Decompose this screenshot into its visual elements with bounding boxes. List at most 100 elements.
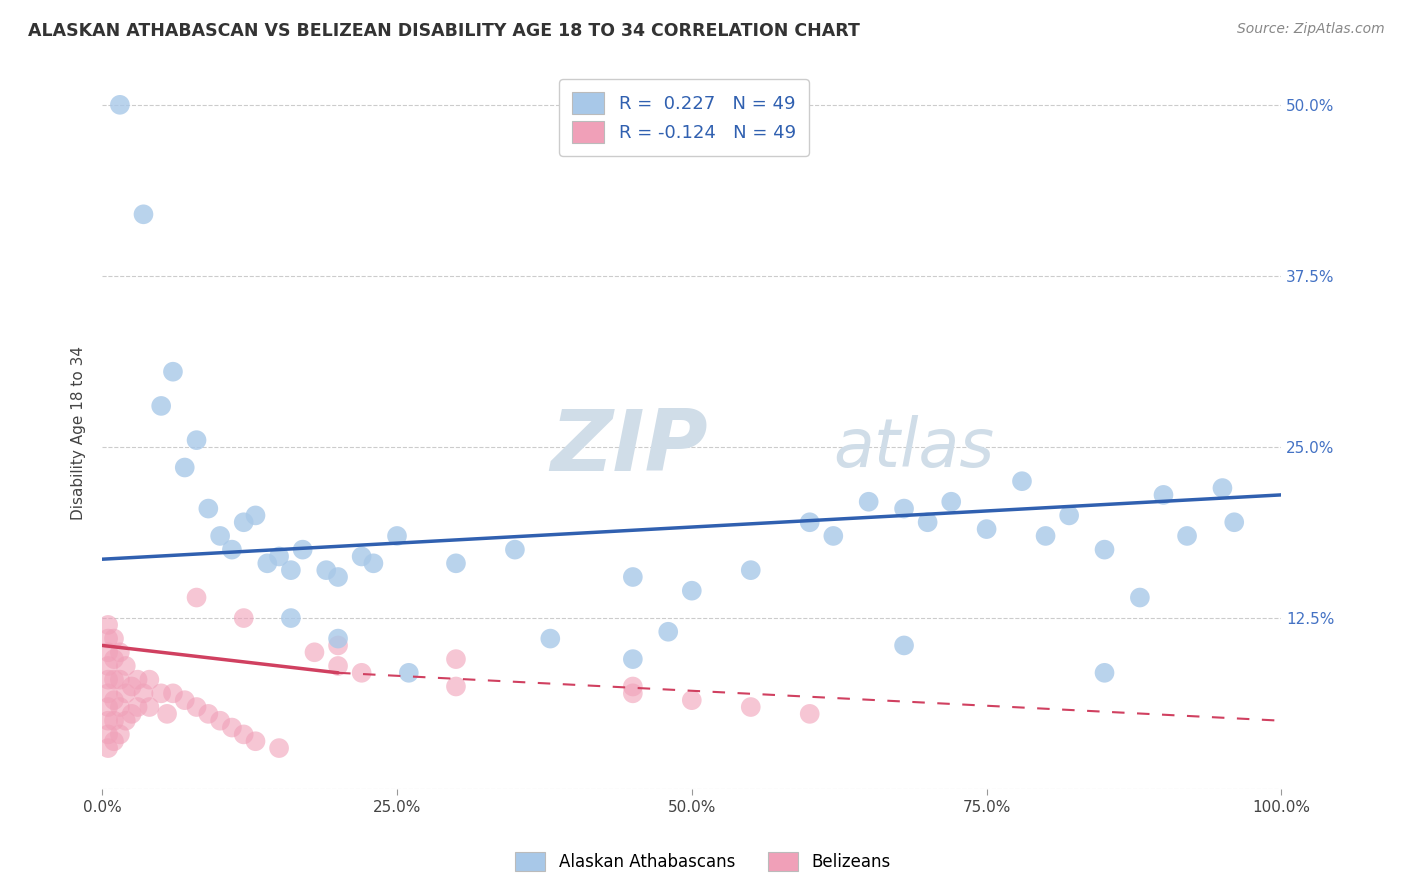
Point — [304, 645, 326, 659]
Legend: R =  0.227   N = 49, R = -0.124   N = 49: R = 0.227 N = 49, R = -0.124 N = 49 — [560, 79, 808, 156]
Point — [799, 515, 821, 529]
Point — [1057, 508, 1080, 523]
Point — [156, 706, 179, 721]
Point — [326, 632, 349, 646]
Point — [326, 659, 349, 673]
Point — [121, 680, 143, 694]
Y-axis label: Disability Age 18 to 34: Disability Age 18 to 34 — [72, 346, 86, 520]
Point — [503, 542, 526, 557]
Point — [1035, 529, 1057, 543]
Point — [917, 515, 939, 529]
Point — [444, 680, 467, 694]
Point — [97, 618, 120, 632]
Point — [108, 673, 131, 687]
Point — [103, 652, 125, 666]
Point — [538, 632, 561, 646]
Point — [162, 365, 184, 379]
Point — [121, 706, 143, 721]
Point — [267, 741, 290, 756]
Point — [893, 639, 915, 653]
Point — [858, 494, 880, 508]
Point — [97, 659, 120, 673]
Point — [108, 98, 131, 112]
Point — [97, 632, 120, 646]
Point — [681, 583, 703, 598]
Point — [186, 433, 208, 447]
Point — [173, 460, 195, 475]
Point — [103, 714, 125, 728]
Point — [657, 624, 679, 639]
Point — [209, 714, 232, 728]
Text: ALASKAN ATHABASCAN VS BELIZEAN DISABILITY AGE 18 TO 34 CORRELATION CHART: ALASKAN ATHABASCAN VS BELIZEAN DISABILIT… — [28, 22, 860, 40]
Point — [232, 727, 254, 741]
Point — [823, 529, 845, 543]
Point — [97, 673, 120, 687]
Point — [1094, 665, 1116, 680]
Point — [103, 693, 125, 707]
Point — [114, 659, 136, 673]
Point — [108, 645, 131, 659]
Point — [385, 529, 408, 543]
Point — [280, 611, 302, 625]
Point — [186, 591, 208, 605]
Point — [114, 714, 136, 728]
Point — [350, 549, 373, 564]
Text: ZIP: ZIP — [550, 406, 709, 489]
Text: Source: ZipAtlas.com: Source: ZipAtlas.com — [1237, 22, 1385, 37]
Point — [280, 563, 302, 577]
Point — [103, 734, 125, 748]
Point — [162, 686, 184, 700]
Point — [740, 700, 762, 714]
Point — [114, 686, 136, 700]
Point — [197, 706, 219, 721]
Point — [681, 693, 703, 707]
Point — [315, 563, 337, 577]
Point — [326, 639, 349, 653]
Point — [221, 542, 243, 557]
Point — [1223, 515, 1246, 529]
Point — [245, 734, 267, 748]
Point — [1175, 529, 1198, 543]
Point — [621, 652, 644, 666]
Point — [132, 207, 155, 221]
Point — [209, 529, 232, 543]
Point — [97, 727, 120, 741]
Point — [398, 665, 420, 680]
Point — [267, 549, 290, 564]
Text: atlas: atlas — [834, 415, 994, 481]
Point — [138, 700, 160, 714]
Point — [103, 632, 125, 646]
Point — [444, 652, 467, 666]
Point — [127, 700, 149, 714]
Point — [138, 673, 160, 687]
Point — [621, 680, 644, 694]
Point — [97, 700, 120, 714]
Point — [256, 557, 278, 571]
Point — [976, 522, 998, 536]
Point — [97, 645, 120, 659]
Point — [444, 557, 467, 571]
Point — [621, 686, 644, 700]
Point — [173, 693, 195, 707]
Point — [108, 700, 131, 714]
Point — [127, 673, 149, 687]
Point — [108, 727, 131, 741]
Point — [1129, 591, 1152, 605]
Point — [150, 686, 173, 700]
Point — [291, 542, 314, 557]
Point — [197, 501, 219, 516]
Point — [97, 686, 120, 700]
Point — [363, 557, 385, 571]
Point — [1011, 474, 1033, 488]
Point — [621, 570, 644, 584]
Legend: Alaskan Athabascans, Belizeans: Alaskan Athabascans, Belizeans — [506, 843, 900, 880]
Point — [97, 714, 120, 728]
Point — [326, 570, 349, 584]
Point — [799, 706, 821, 721]
Point — [1153, 488, 1175, 502]
Point — [103, 673, 125, 687]
Point — [740, 563, 762, 577]
Point — [1094, 542, 1116, 557]
Point — [221, 721, 243, 735]
Point — [97, 741, 120, 756]
